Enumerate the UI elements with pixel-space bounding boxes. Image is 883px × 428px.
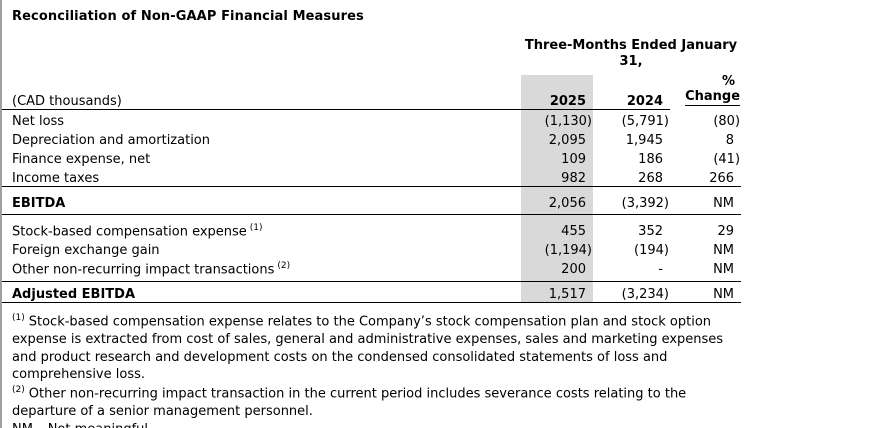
row-label: Stock-based compensation expense (1) (12, 222, 263, 239)
value-pct-change: NM (670, 257, 742, 282)
page-title: Reconciliation of Non-GAAP Financial Mea… (12, 9, 364, 24)
value-2024: 268 (593, 166, 670, 187)
period-header: Three-Months Ended January 31, (524, 38, 738, 70)
table-row-finance-expense: Finance expense, net 109 186 (41) (2, 147, 741, 167)
spacer-cell (2, 38, 521, 75)
value-pct-change: NM (670, 186, 742, 215)
value-pct-change: 29 (717, 223, 735, 239)
table-row-income-taxes: Income taxes 982 268 266 (2, 166, 742, 187)
footnote-2-reference: (2) (277, 260, 291, 271)
value-2025: 109 (521, 147, 593, 167)
footnote-1-reference: (1) (249, 222, 263, 233)
table-row-ebitda: EBITDA 2,056 (3,392) NM (2, 186, 742, 215)
value-pct-change: 266 (670, 166, 742, 187)
value-2024: - (593, 257, 670, 282)
value-2025: 982 (521, 166, 593, 187)
table-row-other-non-recurring: Other non-recurring impact transactions(… (2, 257, 742, 282)
row-label: Finance expense, net (12, 151, 151, 167)
value-2024: 1,945 (625, 132, 663, 148)
footnote-2-marker: (2) (12, 384, 25, 395)
value-2025: 1,517 (521, 281, 593, 303)
reconciliation-table: Three-Months Ended January 31, (CAD thou… (2, 38, 742, 303)
value-2025: 455 (521, 214, 593, 239)
unit-label: (CAD thousands) (2, 74, 521, 110)
value-2025: (1,194) (521, 238, 593, 258)
column-header-2025: 2025 (521, 74, 593, 110)
value-2024: (3,392) (593, 186, 670, 215)
row-label: EBITDA (2, 186, 521, 215)
value-pct-change: 8 (725, 132, 735, 148)
value-2025: 200 (521, 257, 593, 282)
footnotes-section: (1) Stock-based compensation expense rela… (12, 312, 739, 428)
row-label: Other non-recurring impact transactions(… (2, 257, 521, 282)
value-2025: (1,130) (521, 109, 593, 129)
row-label: Net loss (12, 113, 65, 129)
footnote-2-text: Other non-recurring impact transaction i… (12, 386, 687, 419)
nm-definition: NM – Not meaningful (12, 421, 739, 428)
table-row-depreciation: Depreciation and amortization 2,095 1,94… (2, 128, 741, 148)
footnote-1-marker: (1) (12, 312, 25, 323)
row-label: Foreign exchange gain (12, 242, 160, 258)
table-row-net-loss: Net loss (1,130) (5,791) (80) (2, 109, 741, 129)
percent-symbol: % (722, 73, 736, 89)
table-row-foreign-exchange: Foreign exchange gain (1,194) (194) NM (2, 238, 741, 258)
value-2024: 352 (638, 223, 663, 239)
table-row-stock-compensation: Stock-based compensation expense (1) 455 … (2, 214, 741, 239)
value-2025: 2,095 (521, 128, 593, 148)
column-header-pct-change: % Change (670, 73, 741, 110)
value-pct-change: NM (670, 281, 742, 303)
value-2024: (194) (634, 242, 669, 258)
period-header-row: Three-Months Ended January 31, (2, 38, 741, 75)
value-2024: 186 (638, 151, 663, 167)
value-pct-change: (80) (713, 113, 741, 129)
value-2024: (3,234) (593, 281, 670, 303)
change-label: Change (685, 89, 741, 107)
value-pct-change: (41) (713, 151, 741, 167)
footnote-1-text: Stock-based compensation expense relates… (12, 314, 724, 383)
row-label: Income taxes (2, 166, 521, 187)
row-label: Depreciation and amortization (12, 132, 210, 148)
row-label: Adjusted EBITDA (2, 281, 521, 303)
column-header-row: (CAD thousands) 2025 2024 % Change (2, 73, 741, 110)
table-row-adjusted-ebitda: Adjusted EBITDA 1,517 (3,234) NM (2, 281, 742, 303)
footnote-1: (1) Stock-based compensation expense rela… (12, 312, 739, 384)
value-2024: (5,791) (621, 113, 669, 129)
column-header-2024: 2024 (593, 74, 670, 110)
value-pct-change: NM (713, 242, 735, 258)
value-2025: 2,056 (521, 186, 593, 215)
footnote-2: (2) Other non-recurring impact transactio… (12, 384, 739, 421)
